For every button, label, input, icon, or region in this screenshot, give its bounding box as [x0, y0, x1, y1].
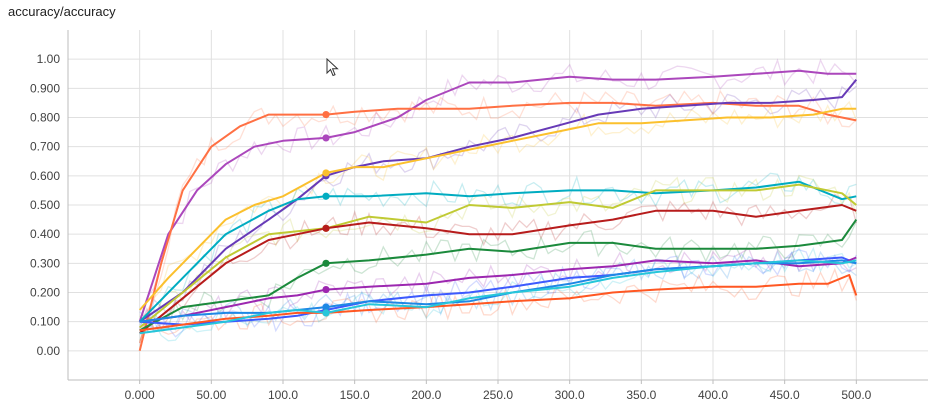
marker-layer: [322, 110, 330, 317]
axis-layer: 0.00 0.100 0.200 0.300 0.400 0.500 0.600 0.700 0…: [30, 30, 928, 402]
hover-point: [322, 192, 330, 200]
series-line[interactable]: [139, 219, 858, 332]
hover-point: [322, 259, 330, 267]
series-raw-line: [139, 193, 857, 344]
series-raw-line: [139, 247, 857, 331]
hover-point: [322, 309, 330, 317]
y-tick-label: 0.700: [30, 140, 60, 154]
y-tick-label: 0.400: [30, 227, 60, 241]
x-tick-label: 500.0: [841, 388, 871, 402]
hover-point: [322, 134, 330, 142]
hover-point: [322, 303, 330, 311]
y-tick-label: 0.00: [37, 344, 61, 358]
y-tick-label: 0.200: [30, 286, 60, 300]
y-tick-label: 0.100: [30, 315, 60, 329]
x-tick-label: 350.0: [626, 388, 656, 402]
series-line[interactable]: [139, 256, 857, 323]
series-layer: [138, 58, 858, 352]
series-raw-line: [139, 85, 857, 331]
series-raw-line: [139, 58, 857, 323]
x-tick-label: 50.00: [196, 388, 226, 402]
hover-point: [322, 110, 330, 119]
series-raw-line: [139, 172, 857, 325]
series-line[interactable]: [138, 107, 857, 311]
y-tick-label: 0.900: [30, 81, 60, 95]
series-raw-line: [139, 246, 857, 342]
x-tick-label: 200.0: [411, 388, 441, 402]
series-line[interactable]: [138, 69, 857, 323]
hover-point: [322, 224, 330, 232]
series-raw-line: [139, 267, 857, 343]
x-tick-label: 150.0: [340, 388, 370, 402]
y-tick-label: 0.500: [30, 198, 60, 212]
x-tick-label: 300.0: [555, 388, 585, 402]
y-tick-label: 0.300: [30, 256, 60, 270]
y-tick-label: 0.600: [30, 169, 60, 183]
x-tick-label: 0.000: [125, 388, 155, 402]
x-tick-label: 250.0: [483, 388, 513, 402]
series-line[interactable]: [139, 204, 857, 335]
hover-point: [322, 285, 330, 294]
x-tick-label: 450.0: [770, 388, 800, 402]
hover-point: [322, 169, 330, 177]
series-line[interactable]: [139, 274, 858, 332]
series-line[interactable]: [139, 183, 857, 329]
x-tick-label: 100.0: [268, 388, 298, 402]
y-tick-label: 1.00: [37, 52, 61, 66]
series-line[interactable]: [138, 101, 857, 352]
series-line[interactable]: [139, 259, 857, 335]
chart-title: accuracy/accuracy: [8, 4, 116, 19]
x-tick-label: 400.0: [698, 388, 728, 402]
y-tick-label: 0.800: [30, 111, 60, 125]
series-line[interactable]: [138, 180, 857, 323]
series-line[interactable]: [139, 78, 858, 323]
